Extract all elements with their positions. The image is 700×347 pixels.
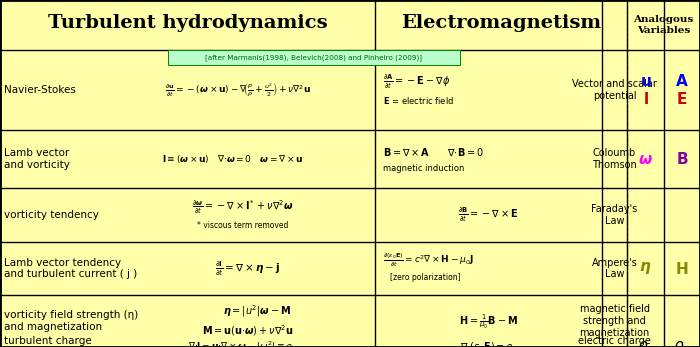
Text: $\mathbf{l}$: $\mathbf{l}$	[643, 91, 648, 107]
Text: magnetic induction: magnetic induction	[383, 163, 464, 172]
Text: Faraday's
Law: Faraday's Law	[592, 204, 638, 226]
Text: $\mathbf{H}$: $\mathbf{H}$	[676, 261, 689, 277]
FancyBboxPatch shape	[167, 50, 459, 65]
Text: vorticity tendency: vorticity tendency	[4, 210, 99, 220]
Text: [after Marmanis(1998), Belevich(2008) and Pinheiro (2009)]: [after Marmanis(1998), Belevich(2008) an…	[205, 54, 422, 61]
Text: electric charge
density: electric charge density	[578, 336, 651, 347]
Text: $\boldsymbol{\omega}$: $\boldsymbol{\omega}$	[638, 152, 653, 167]
Text: Turbulent hydrodynamics: Turbulent hydrodynamics	[48, 14, 328, 32]
Text: $\nabla{\cdot}\mathbf{l}=\mathbf{u}{\cdot}\nabla\times\boldsymbol{\omega}-|\omeg: $\nabla{\cdot}\mathbf{l}=\mathbf{u}{\cdo…	[188, 340, 297, 347]
Text: $\nabla{\cdot}(\varepsilon_0\mathbf{E})=\rho_e$: $\nabla{\cdot}(\varepsilon_0\mathbf{E})=…	[460, 340, 517, 347]
Text: Vector and scalar
potential: Vector and scalar potential	[572, 79, 657, 101]
Text: $\boldsymbol{\eta}=|u^2|\boldsymbol{\omega}-\mathbf{M}$: $\boldsymbol{\eta}=|u^2|\boldsymbol{\ome…	[223, 303, 291, 319]
Text: Ampere's
Law: Ampere's Law	[592, 258, 638, 279]
Text: $\rho_e$: $\rho_e$	[673, 339, 691, 347]
Text: $\mathbf{B}$: $\mathbf{B}$	[676, 151, 688, 167]
Text: $\mathbf{l}\equiv(\boldsymbol{\omega}\times\mathbf{u})\quad \nabla{\cdot}\boldsy: $\mathbf{l}\equiv(\boldsymbol{\omega}\ti…	[162, 153, 303, 165]
Text: $\frac{\partial\mathbf{A}}{\partial t}=-\mathbf{E}-\nabla\phi$: $\frac{\partial\mathbf{A}}{\partial t}=-…	[383, 73, 450, 91]
Text: $\mathbf{E}$: $\mathbf{E}$	[676, 91, 687, 107]
Text: $\mathbf{H}=\frac{1}{\mu_0}\mathbf{B}-\mathbf{M}$: $\mathbf{H}=\frac{1}{\mu_0}\mathbf{B}-\m…	[459, 312, 518, 330]
Text: Lamb vector tendency
and turbulent current ( j ): Lamb vector tendency and turbulent curre…	[4, 258, 137, 279]
Text: [zero polarization]: [zero polarization]	[390, 273, 461, 282]
Text: $\mathbf{E}$ = electric field: $\mathbf{E}$ = electric field	[383, 94, 454, 105]
Text: $\frac{\partial\mathbf{u}}{\partial t}=-(\boldsymbol{\omega}\times\mathbf{u})-\n: $\frac{\partial\mathbf{u}}{\partial t}=-…	[164, 81, 310, 99]
Text: $\mathbf{A}$: $\mathbf{A}$	[675, 73, 689, 89]
Text: $\rho_n$: $\rho_n$	[637, 339, 654, 347]
Text: $\mathbf{u}$: $\mathbf{u}$	[640, 74, 651, 88]
Text: $\mathbf{M}=\mathbf{u}(\mathbf{u}{\cdot}\boldsymbol{\omega})+\nu\nabla^2\mathbf{: $\mathbf{M}=\mathbf{u}(\mathbf{u}{\cdot}…	[202, 324, 293, 338]
Text: Electromagnetism: Electromagnetism	[401, 14, 601, 32]
Text: $\frac{\partial(\varepsilon_0\mathbf{E})}{\partial t}=c^2\nabla\times\mathbf{H}-: $\frac{\partial(\varepsilon_0\mathbf{E})…	[383, 252, 474, 269]
Text: $\frac{\partial\mathbf{l}}{\partial t}=\nabla\times\boldsymbol{\eta}-\mathbf{j}$: $\frac{\partial\mathbf{l}}{\partial t}=\…	[215, 259, 280, 278]
Text: Coloumb
Thomson: Coloumb Thomson	[592, 148, 637, 170]
Text: magnetic field
strength and
magnetization: magnetic field strength and magnetizatio…	[580, 304, 650, 338]
Text: * viscous term removed: * viscous term removed	[197, 220, 288, 229]
Text: vorticity field strength (η)
and magnetization: vorticity field strength (η) and magneti…	[4, 310, 139, 332]
Text: Lamb vector
and vorticity: Lamb vector and vorticity	[4, 148, 70, 170]
Text: $\frac{\partial\boldsymbol{\omega}}{\partial t}=-\nabla\times\mathbf{l}^*+\nu\na: $\frac{\partial\boldsymbol{\omega}}{\par…	[192, 198, 293, 216]
Text: $\boldsymbol{\eta}$: $\boldsymbol{\eta}$	[639, 261, 652, 277]
Text: $\mathbf{B}=\nabla\times\mathbf{A}\quad\quad \nabla{\cdot}\mathbf{B}=0$: $\mathbf{B}=\nabla\times\mathbf{A}\quad\…	[383, 146, 484, 158]
Text: turbulent charge
density: turbulent charge density	[4, 336, 92, 347]
Text: Analogous
Variables: Analogous Variables	[634, 15, 694, 35]
Text: Navier-Stokes: Navier-Stokes	[4, 85, 76, 95]
Text: $\frac{\partial\mathbf{B}}{\partial t}=-\nabla\times\mathbf{E}$: $\frac{\partial\mathbf{B}}{\partial t}=-…	[458, 206, 519, 224]
